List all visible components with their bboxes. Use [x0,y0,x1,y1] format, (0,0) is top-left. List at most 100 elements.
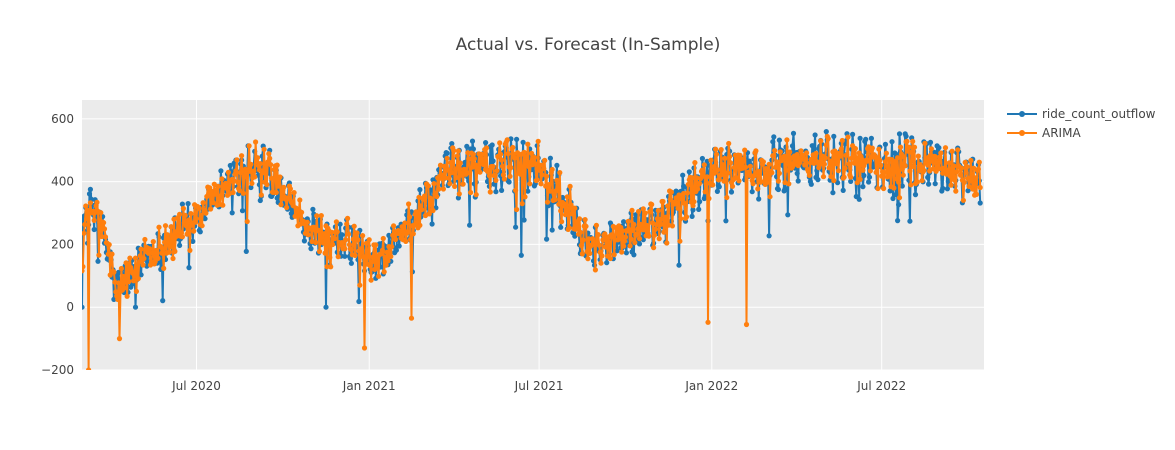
arima-series-point [274,162,280,168]
arima-series-point [599,253,605,259]
arima-series-point [937,154,943,160]
arima-series-point [910,138,916,144]
arima-series-point [335,254,341,260]
arima-series-point [508,165,514,171]
arima-series-point [472,162,478,168]
arima-series-point [617,236,623,242]
actual-series-point [912,192,919,198]
arima-series-point [161,265,167,271]
actual-series-point [690,207,696,213]
arima-series-point [121,285,127,291]
actual-series-point [614,248,620,254]
actual-series-point [455,195,461,201]
arima-series-point [573,226,579,232]
actual-series-point [514,136,520,142]
arima-series-point [313,239,319,246]
arima-series-point [973,191,980,197]
arima-series-point [963,170,969,176]
actual-series-point [467,222,473,228]
arima-series-point [373,242,379,248]
arima-series-point [915,153,921,159]
arima-series-point [402,220,408,226]
arima-series-point [292,213,298,219]
arima-series-point [210,200,216,206]
actual-series-point [308,246,314,252]
arima-series-point [132,255,139,261]
arima-series-point [230,189,236,196]
arima-series-point [254,155,261,161]
actual-series-point [789,143,796,149]
arima-series-point [718,147,724,153]
arima-series-point [907,168,913,174]
arima-series-point [606,241,613,247]
arima-series-point [86,367,92,370]
actual-series-point [393,247,399,253]
actual-series-point [676,262,682,268]
arima-series-point [784,137,790,143]
arima-series-point [452,183,458,189]
legend-item[interactable]: ARIMA [1007,126,1081,140]
arima-series-point [531,154,538,161]
arima-series-point [743,164,749,170]
arima-series-point [523,154,529,160]
actual-series-point [775,186,782,193]
actual-series-point [506,179,512,185]
arima-series-point [922,140,928,146]
arima-series-point [822,155,829,161]
arima-series-point [186,217,192,223]
x-tick-label: Jul 2020 [171,379,221,393]
arima-series-point [419,207,425,213]
arima-series-point [636,208,642,215]
arima-series-point [330,241,336,248]
arima-series-point [751,173,757,179]
arima-series-point [882,159,889,165]
actual-series-point [689,213,695,219]
arima-series-point [544,199,551,205]
arima-series-point [679,196,685,202]
actual-series-point [840,187,846,193]
arima-series-point [820,174,827,180]
arima-series-point [637,221,644,227]
arima-series-point [529,150,535,156]
actual-series-point [810,143,816,149]
arima-series-point [492,173,498,179]
arima-series-point [954,169,960,175]
arima-series-point [486,173,492,179]
arima-series-point [823,142,829,148]
arima-series-point [685,181,691,188]
arima-series-point [625,218,631,224]
legend[interactable]: ride_count_outflow ARIMA [1007,107,1156,140]
arima-series-point [681,190,687,197]
arima-series-point [113,289,119,295]
arima-series-point [657,216,663,223]
arima-series-point [866,158,873,164]
actual-series-point [604,260,610,266]
arima-series-point [315,227,322,233]
actual-series-point [776,137,783,143]
actual-series-point [863,136,869,142]
arima-series-point [140,262,146,268]
arima-series-point [430,207,436,214]
arima-series-point [499,157,505,163]
arima-series-point [177,211,183,217]
arima-series-point [261,146,267,152]
actual-series-point [623,250,630,256]
arima-series-point [513,187,519,193]
actual-series-point [680,172,686,178]
actual-series-point [82,304,85,310]
arima-series-point [549,166,555,173]
arima-series-point [960,197,967,203]
arima-series-point [299,209,305,215]
actual-series-point [766,233,772,239]
arima-series-point [346,242,353,248]
arima-series-point [220,202,226,208]
arima-series-point [975,166,982,172]
arima-series-point [664,240,670,246]
actual-series-point [887,188,893,194]
arima-series-point [705,319,711,325]
legend-item[interactable]: ride_count_outflow [1007,107,1156,121]
arima-series-point [630,227,636,233]
arima-series-point [266,151,272,157]
y-tick-label: 400 [51,175,74,189]
arima-series-point [621,243,627,249]
